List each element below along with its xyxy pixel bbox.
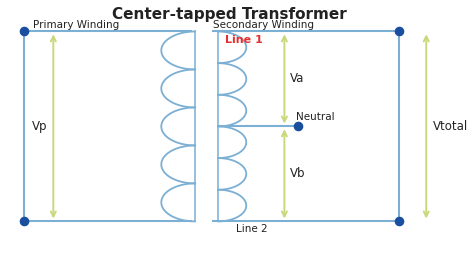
Point xyxy=(395,219,402,223)
Text: Vp: Vp xyxy=(32,120,48,133)
Text: Secondary Winding: Secondary Winding xyxy=(213,20,314,30)
Point xyxy=(20,29,27,34)
Text: Va: Va xyxy=(290,72,304,85)
Text: Center-tapped Transformer: Center-tapped Transformer xyxy=(112,7,347,22)
Text: Primary Winding: Primary Winding xyxy=(33,20,119,30)
Point xyxy=(294,124,302,128)
Point xyxy=(20,219,27,223)
Text: Vb: Vb xyxy=(290,167,305,180)
Text: Vtotal: Vtotal xyxy=(433,120,468,133)
Text: Line 2: Line 2 xyxy=(237,224,268,234)
Point xyxy=(395,29,402,34)
Text: Neutral: Neutral xyxy=(296,112,335,122)
Text: Line 1: Line 1 xyxy=(225,35,263,45)
